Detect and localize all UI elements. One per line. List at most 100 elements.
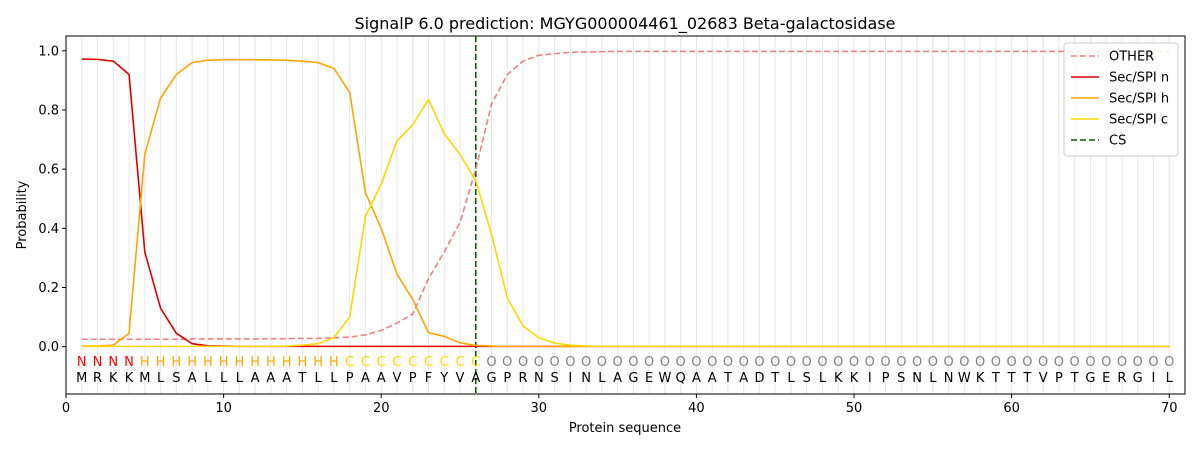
series-line-0 <box>81 50 1170 341</box>
residue-label: A <box>251 371 260 386</box>
region-label: N <box>124 355 134 370</box>
region-label: O <box>597 355 607 370</box>
region-label: H <box>298 355 308 370</box>
residue-label: R <box>93 371 102 386</box>
residue-label: I <box>868 371 872 386</box>
residue-label: T <box>723 371 732 386</box>
legend-box <box>1063 42 1179 157</box>
residue-label: Y <box>439 371 448 386</box>
residue-label: T <box>770 371 779 386</box>
x-tick-label: 40 <box>688 401 705 416</box>
region-label: O <box>691 355 701 370</box>
residue-label: P <box>882 371 890 386</box>
region-label: N <box>108 355 118 370</box>
region-label: O <box>754 355 764 370</box>
region-label: O <box>565 355 575 370</box>
y-tick-label: 0.8 <box>38 103 59 118</box>
residue-label: E <box>645 371 653 386</box>
y-tick-label: 0.6 <box>38 163 59 178</box>
residue-label: P <box>346 371 354 386</box>
region-label: O <box>502 355 512 370</box>
region-label: C <box>424 355 433 370</box>
region-label: O <box>1085 355 1095 370</box>
series-layer <box>81 50 1170 348</box>
x-tick-label: 70 <box>1161 401 1178 416</box>
region-label: N <box>93 355 103 370</box>
region-label: O <box>1054 355 1064 370</box>
residue-label: W <box>658 371 671 386</box>
region-label: O <box>1133 355 1143 370</box>
region-label: O <box>991 355 1001 370</box>
residue-label: L <box>819 371 827 386</box>
region-label: H <box>203 355 213 370</box>
residue-label: V <box>456 371 465 386</box>
residue-label: N <box>912 371 922 386</box>
region-label: O <box>723 355 733 370</box>
series-line-3 <box>81 98 1170 348</box>
y-tick-label: 0.2 <box>38 281 59 296</box>
region-label: C <box>392 355 401 370</box>
residue-label: S <box>172 371 180 386</box>
residue-label: L <box>330 371 338 386</box>
residue-label: L <box>598 371 606 386</box>
region-label: N <box>77 355 87 370</box>
region-label: O <box>912 355 922 370</box>
residue-label: A <box>471 371 480 386</box>
region-label: O <box>486 355 496 370</box>
region-label: O <box>865 355 875 370</box>
residue-label: R <box>1117 371 1126 386</box>
residue-label: T <box>1007 371 1016 386</box>
residue-label: G <box>486 371 496 386</box>
region-label: C <box>345 355 354 370</box>
region-label: O <box>1117 355 1127 370</box>
region-label: H <box>282 355 292 370</box>
region-label: O <box>1101 355 1111 370</box>
residue-label: E <box>1102 371 1110 386</box>
region-label: O <box>676 355 686 370</box>
residue-label: A <box>377 371 386 386</box>
legend-label: Sec/SPI c <box>1109 113 1168 128</box>
grid-lines <box>81 36 1170 394</box>
residue-label: S <box>550 371 558 386</box>
residue-label: A <box>361 371 370 386</box>
region-label: O <box>1148 355 1158 370</box>
region-label: C <box>361 355 370 370</box>
region-label: O <box>849 355 859 370</box>
y-tick-label: 0.4 <box>38 222 59 237</box>
residue-label: L <box>787 371 795 386</box>
region-label: H <box>156 355 166 370</box>
x-axis-label: Protein sequence <box>569 421 681 436</box>
residue-label: T <box>1022 371 1031 386</box>
residue-label: A <box>282 371 291 386</box>
x-tick-label: 60 <box>1003 401 1020 416</box>
residue-label: S <box>897 371 905 386</box>
residue-label: K <box>125 371 134 386</box>
region-label: O <box>739 355 749 370</box>
region-label: O <box>928 355 938 370</box>
y-axis-label: Probability <box>15 180 30 249</box>
plot-frame <box>65 35 1186 395</box>
region-label: H <box>250 355 260 370</box>
region-label: O <box>613 355 623 370</box>
region-label: O <box>549 355 559 370</box>
region-label: C <box>455 355 464 370</box>
region-label: O <box>896 355 906 370</box>
residue-label: M <box>139 371 150 386</box>
residue-label: N <box>534 371 544 386</box>
region-label: O <box>786 355 796 370</box>
residue-label: R <box>519 371 528 386</box>
region-label: H <box>329 355 339 370</box>
legend-label: Sec/SPI n <box>1109 71 1169 86</box>
region-label: H <box>140 355 150 370</box>
residue-label: N <box>944 371 954 386</box>
region-label: O <box>534 355 544 370</box>
residue-label: A <box>739 371 748 386</box>
region-label: H <box>266 355 276 370</box>
region-label: H <box>187 355 197 370</box>
residue-label: L <box>204 371 212 386</box>
residue-label: A <box>708 371 717 386</box>
x-tick-label: 30 <box>531 401 548 416</box>
residue-label: T <box>1070 371 1079 386</box>
